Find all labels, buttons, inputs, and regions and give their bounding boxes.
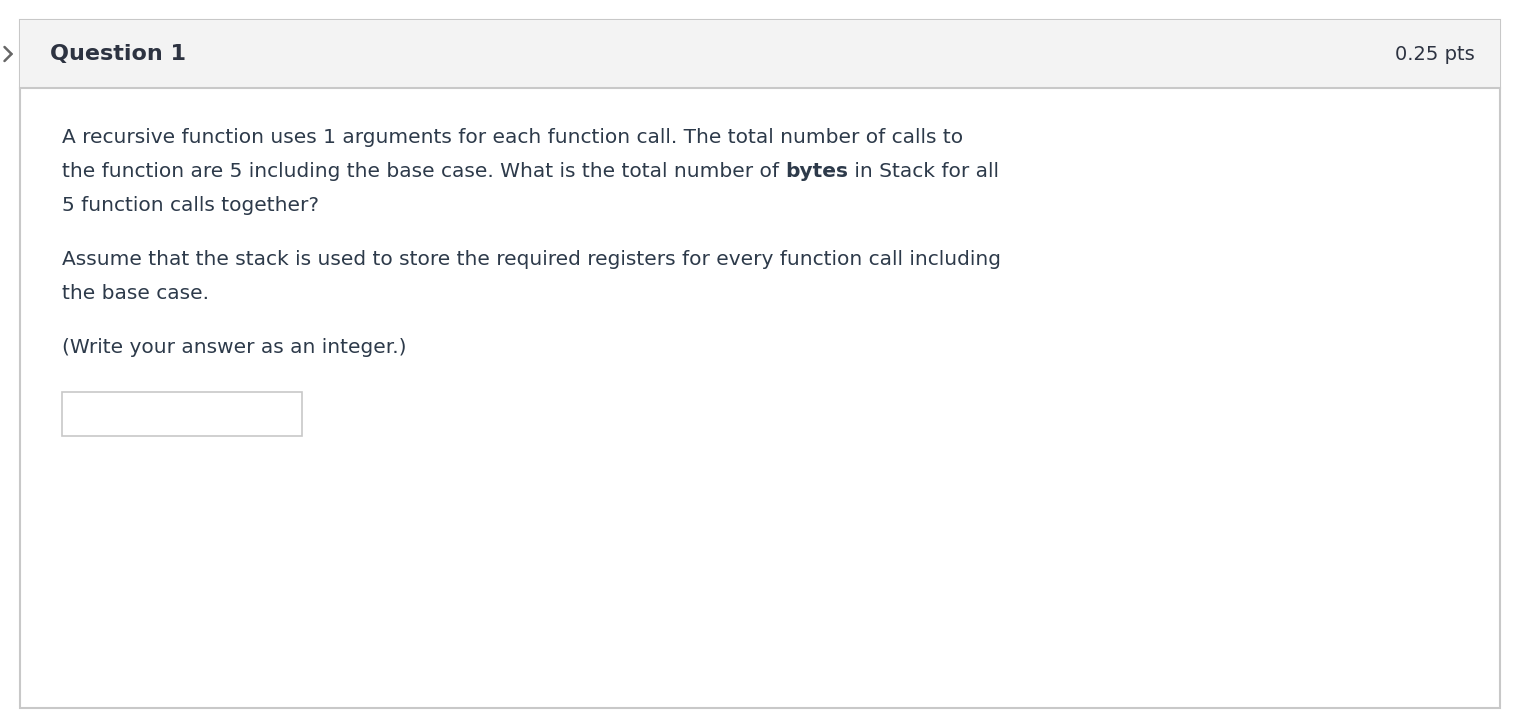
Bar (20, 20, 1500, 88)
Text: the function are 5 including the base case. What is the total number of: the function are 5 including the base ca… (62, 162, 786, 181)
Text: Question 1: Question 1 (50, 44, 185, 64)
Text: A recursive function uses 1 arguments for each function call. The total number o: A recursive function uses 1 arguments fo… (62, 128, 964, 147)
Text: Assume that the stack is used to store the required registers for every function: Assume that the stack is used to store t… (62, 250, 1002, 269)
Text: in Stack for all: in Stack for all (848, 162, 999, 181)
Text: 5 function calls together?: 5 function calls together? (62, 196, 319, 215)
Bar (62, 392, 302, 436)
Text: bytes: bytes (786, 162, 848, 181)
Text: the base case.: the base case. (62, 284, 208, 303)
Text: (Write your answer as an integer.): (Write your answer as an integer.) (62, 338, 406, 357)
Text: 0.25 pts: 0.25 pts (1395, 44, 1474, 63)
